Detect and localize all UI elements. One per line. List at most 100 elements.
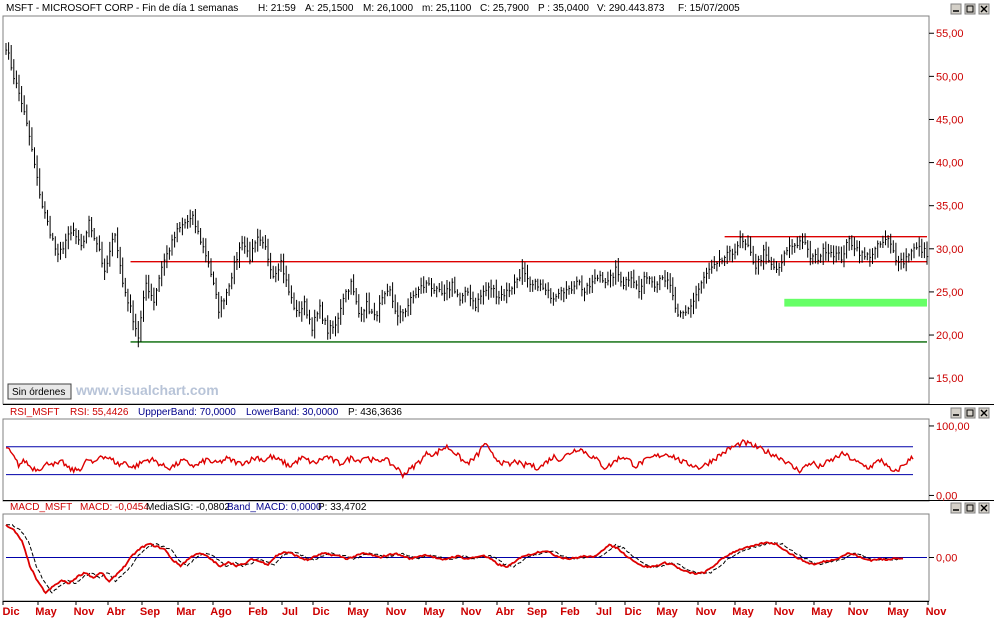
close-icon (980, 504, 988, 512)
price-header-a: A: 25,1500 (305, 3, 354, 14)
rsi-y-axis: 0,00 100,00 (929, 421, 970, 502)
price-header-date: F: 15/07/2005 (678, 3, 740, 14)
y-tick-label: 50,00 (936, 71, 964, 83)
close-icon (980, 409, 988, 417)
price-header-c: C: 25,7900 (480, 3, 529, 14)
support-zone (784, 298, 927, 307)
macd-header: MACD_MSFT MACD: -0,0454 MediaSIG: -0,080… (10, 502, 367, 513)
x-tick-label: Nov (774, 606, 796, 618)
price-plot (5, 42, 929, 348)
y-tick-label: 100,00 (936, 421, 970, 433)
macd-header-name: MACD_MSFT (10, 502, 72, 513)
x-tick-label: May (732, 606, 754, 618)
price-y-axis: 15,00 20,00 25,00 30,00 35,00 40,00 45,00 50,00… (929, 28, 964, 385)
maximize-icon (966, 409, 974, 417)
orders-button-label: Sin órdenes (12, 387, 65, 398)
x-tick-label: Jul (596, 606, 612, 618)
x-tick-label: May (347, 606, 369, 618)
y-tick-label: 0,00 (936, 490, 957, 502)
x-tick-label: Dic (2, 606, 19, 618)
macd-series (5, 524, 904, 595)
rsi-maximize-button[interactable] (964, 407, 976, 419)
rsi-header: RSI_MSFT RSI: 55,4426 UppperBand: 70,000… (10, 407, 402, 418)
x-tick-label: Dic (624, 606, 641, 618)
macd-panel-controls (950, 502, 990, 514)
price-header-p: P : 35,0400 (538, 3, 589, 14)
close-icon (980, 5, 988, 13)
macd-header-value: MACD: -0,0454 (80, 502, 149, 513)
rsi-header-lower: LowerBand: 30,0000 (246, 407, 339, 418)
x-tick-label: Sep (527, 606, 547, 618)
rsi-header-upper: UppperBand: 70,0000 (138, 407, 236, 418)
price-header-symbol: MSFT - MICROSOFT CORP - Fin de día 1 sem… (6, 3, 238, 14)
rsi-header-p: P: 436,3636 (348, 407, 402, 418)
macd-header-p: P: 33,4702 (318, 502, 367, 513)
y-tick-label: 25,00 (936, 287, 964, 299)
x-tick-label: Nov (461, 606, 483, 618)
rsi-panel: RSI_MSFT RSI: 55,4426 UppperBand: 70,000… (2, 407, 994, 502)
price-panel: MSFT - MICROSOFT CORP - Fin de día 1 sem… (2, 3, 994, 405)
price-plot-area (2, 15, 930, 405)
x-tick-label: Nov (74, 606, 96, 618)
rsi-plot-area (2, 418, 930, 502)
y-tick-label: 55,00 (936, 28, 964, 40)
y-tick-label: 45,00 (936, 114, 964, 126)
macd-plot (5, 524, 927, 595)
x-tick-label: Nov (926, 606, 948, 618)
y-tick-label: 0,00 (936, 553, 957, 565)
x-tick-label: Feb (248, 606, 268, 618)
x-tick-label: May (423, 606, 445, 618)
price-series (5, 42, 929, 348)
maximize-icon (966, 504, 974, 512)
macd-header-band: Band_MACD: 0,0000 (227, 502, 322, 513)
rsi-plot (5, 439, 914, 480)
price-header-v: V: 290.443.873 (597, 3, 665, 14)
price-header: MSFT - MICROSOFT CORP - Fin de día 1 sem… (6, 3, 740, 14)
price-header-h: H: 21:59 (258, 3, 296, 14)
maximize-icon (966, 5, 974, 13)
macd-maximize-button[interactable] (964, 502, 976, 514)
price-header-m: M: 26,1000 (363, 3, 413, 14)
x-tick-label: May (35, 606, 57, 618)
x-tick-label: May (656, 606, 678, 618)
price-minimize-button[interactable] (950, 3, 962, 15)
price-maximize-button[interactable] (964, 3, 976, 15)
rsi-header-value: RSI: 55,4426 (70, 407, 129, 418)
price-close-button[interactable] (978, 3, 990, 15)
rsi-series (5, 439, 914, 480)
x-tick-label: Sep (140, 606, 160, 618)
y-tick-label: 40,00 (936, 158, 964, 170)
x-tick-label: Jul (282, 606, 298, 618)
x-tick-label: Feb (560, 606, 580, 618)
rsi-panel-controls (950, 407, 990, 419)
y-tick-label: 20,00 (936, 330, 964, 342)
y-tick-label: 30,00 (936, 244, 964, 256)
x-tick-label: Nov (848, 606, 870, 618)
macd-minimize-button[interactable] (950, 502, 962, 514)
x-tick-label: Mar (176, 606, 196, 618)
x-tick-label: Abr (496, 606, 516, 618)
x-tick-label: Dic (312, 606, 329, 618)
macd-y-axis: 0,00 (929, 553, 957, 565)
y-tick-label: 35,00 (936, 201, 964, 213)
watermark-text: www.visualchart.com (75, 382, 219, 398)
x-tick-label: May (887, 606, 909, 618)
price-header-mn: m: 25,1100 (422, 3, 472, 14)
orders-button[interactable]: Sin órdenes (7, 383, 72, 400)
y-tick-label: 15,00 (936, 373, 964, 385)
rsi-close-button[interactable] (978, 407, 990, 419)
x-axis: Dic May Nov Abr Sep Mar Ago Feb Jul Dic May Nov May N… (2, 601, 947, 618)
x-tick-label: Ago (210, 606, 232, 618)
x-tick-label: Nov (386, 606, 408, 618)
x-tick-label: Nov (696, 606, 718, 618)
x-tick-label: Abr (107, 606, 127, 618)
x-tick-label: May (811, 606, 833, 618)
macd-header-signal: MediaSIG: -0,0802 (146, 502, 230, 513)
macd-close-button[interactable] (978, 502, 990, 514)
rsi-minimize-button[interactable] (950, 407, 962, 419)
price-panel-controls (950, 3, 990, 15)
macd-panel: MACD_MSFT MACD: -0,0454 MediaSIG: -0,080… (2, 502, 990, 602)
rsi-header-name: RSI_MSFT (10, 407, 59, 418)
